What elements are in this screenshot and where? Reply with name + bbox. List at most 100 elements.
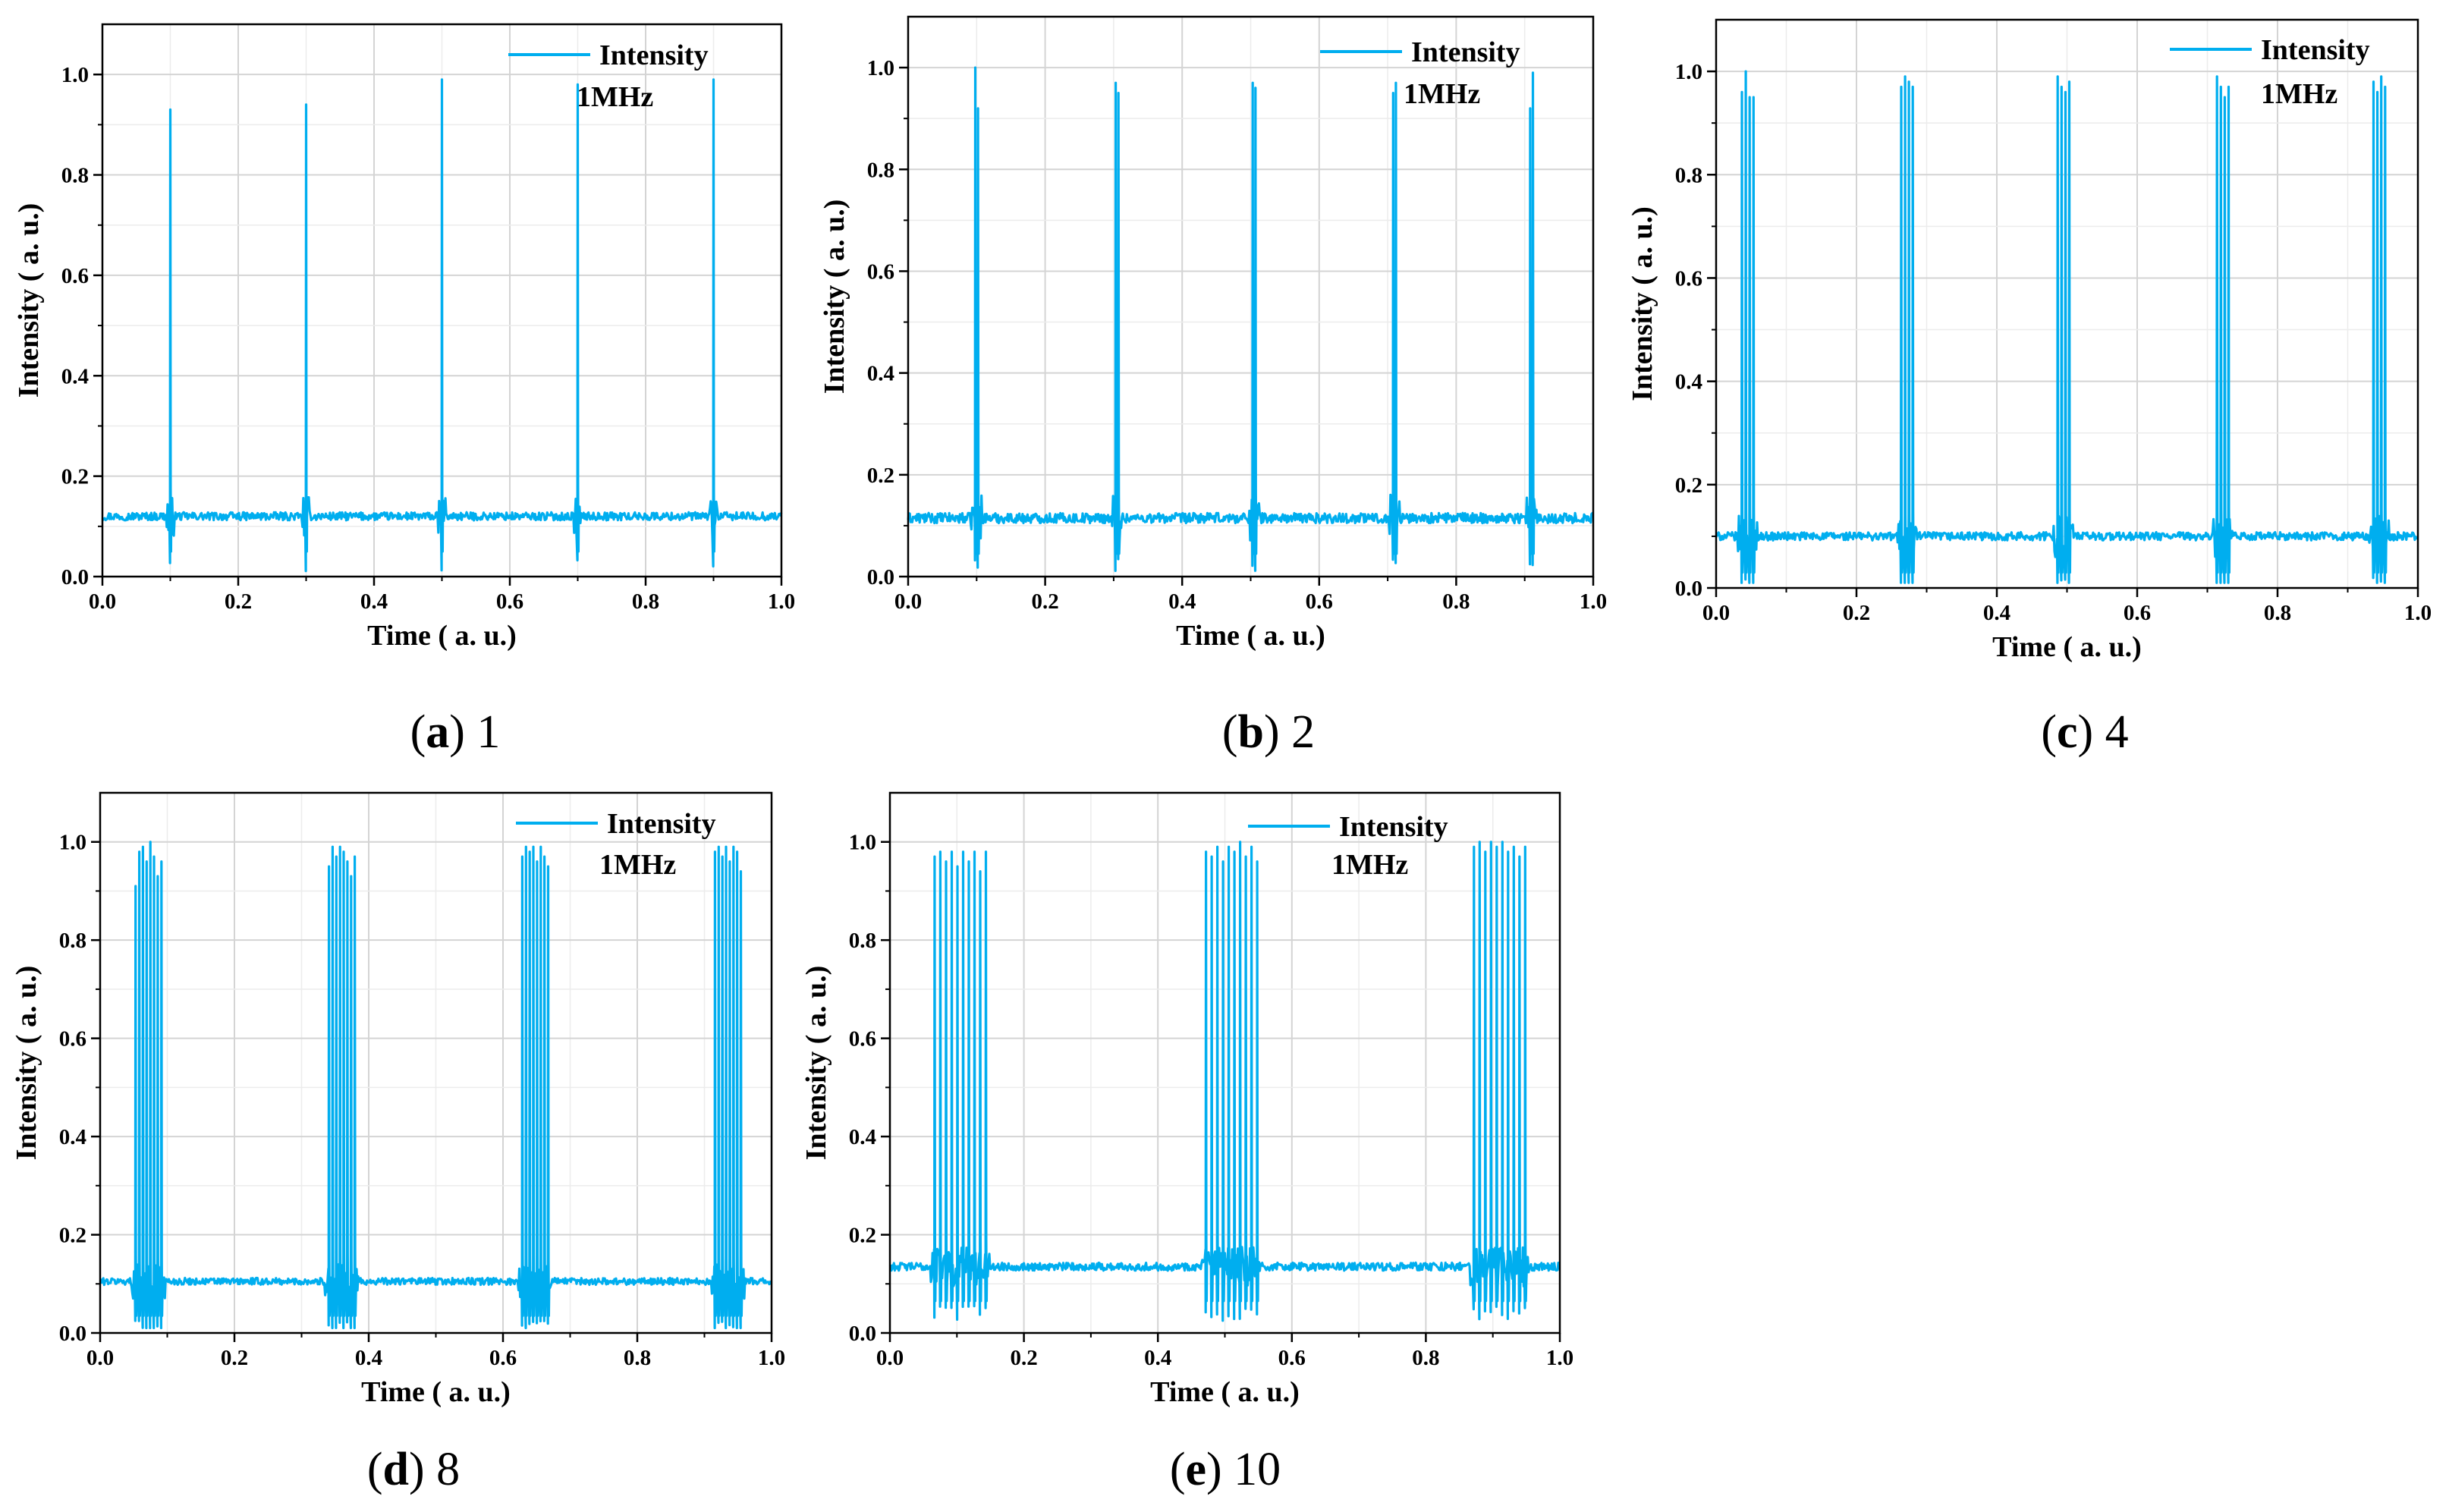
- x-tick-label-c-1: 0.2: [1843, 601, 1870, 625]
- x-tick-label-d-2: 0.4: [355, 1346, 382, 1370]
- y-tick-label-d-2: 0.4: [59, 1125, 86, 1149]
- x-tick-label-c-0: 0.0: [1702, 601, 1730, 625]
- y-tick-label-e-0: 0.0: [849, 1322, 876, 1346]
- x-axis-label-c: Time ( a. u.): [1992, 631, 2142, 663]
- caption-e-value: 10: [1222, 1444, 1281, 1495]
- annotation-e: 1MHz: [1331, 849, 1408, 881]
- legend-label-e: Intensity: [1339, 811, 1448, 843]
- caption-e: (e) 10: [1170, 1444, 1281, 1495]
- y-tick-label-c-1: 0.2: [1675, 473, 1702, 498]
- x-axis-label-a: Time ( a. u.): [367, 620, 517, 652]
- x-tick-label-a-2: 0.4: [360, 589, 388, 614]
- caption-b-letter: b: [1238, 706, 1264, 758]
- x-axis-label-e: Time ( a. u.): [1150, 1376, 1300, 1408]
- caption-a-letter: a: [426, 706, 449, 758]
- y-tick-label-c-4: 0.8: [1675, 163, 1702, 187]
- x-tick-label-d-3: 0.6: [489, 1346, 517, 1370]
- x-tick-label-d-5: 1.0: [758, 1346, 785, 1370]
- x-tick-label-d-1: 0.2: [221, 1346, 248, 1370]
- y-tick-label-d-5: 1.0: [59, 831, 86, 855]
- caption-d-value: 8: [425, 1444, 461, 1495]
- x-tick-label-c-4: 0.8: [2264, 601, 2291, 625]
- y-tick-label-a-4: 0.8: [61, 164, 89, 188]
- x-tick-label-e-1: 0.2: [1010, 1346, 1037, 1370]
- y-tick-label-c-3: 0.6: [1675, 266, 1702, 291]
- x-tick-label-e-2: 0.4: [1144, 1346, 1171, 1370]
- y-tick-label-c-5: 1.0: [1675, 60, 1702, 84]
- y-tick-label-d-0: 0.0: [59, 1322, 86, 1346]
- y-axis-label-b: Intensity ( a. u.): [819, 200, 850, 395]
- y-tick-label-e-3: 0.6: [849, 1027, 876, 1051]
- panel-c: 0.0 0.2 0.4 0.6 0.8 1.0 0.0 0.2 0.4 0.6 0.8 1.0 Time…: [1627, 18, 2432, 663]
- caption-a: (a) 1: [410, 706, 501, 758]
- panel-e: 0.0 0.2 0.4 0.6 0.8 1.0 0.0 0.2 0.4 0.6 0.8 1.0 Time…: [800, 791, 1573, 1408]
- y-tick-label-c-2: 0.4: [1675, 370, 1702, 395]
- x-tick-label-b-4: 0.8: [1442, 589, 1470, 614]
- caption-b: (b) 2: [1222, 706, 1315, 758]
- caption-c-value: 4: [2093, 706, 2129, 758]
- caption-d-letter: d: [383, 1444, 409, 1495]
- legend-label-d: Intensity: [607, 808, 716, 840]
- x-tick-label-a-4: 0.8: [632, 589, 659, 614]
- y-tick-label-b-3: 0.6: [867, 259, 894, 284]
- series-intensity-d: [99, 841, 772, 1330]
- panel-b: 0.0 0.2 0.4 0.6 0.8 1.0 0.0 0.2 0.4 0.6 0.8 1.0 Time…: [819, 15, 1607, 652]
- legend-label-a: Intensity: [599, 39, 709, 71]
- x-tick-label-c-2: 0.4: [1983, 601, 2010, 625]
- x-tick-label-a-1: 0.2: [225, 589, 252, 614]
- y-tick-label-d-3: 0.6: [59, 1027, 86, 1051]
- y-tick-label-a-2: 0.4: [61, 364, 89, 388]
- x-tick-label-e-4: 0.8: [1412, 1346, 1439, 1370]
- y-tick-label-c-0: 0.0: [1675, 577, 1702, 601]
- x-tick-label-b-3: 0.6: [1306, 589, 1333, 614]
- caption-e-letter: e: [1185, 1444, 1206, 1495]
- y-tick-label-a-1: 0.2: [61, 465, 89, 489]
- annotation-a: 1MHz: [577, 81, 653, 113]
- y-tick-label-e-5: 1.0: [849, 831, 876, 855]
- series-intensity-e: [888, 841, 1561, 1322]
- caption-d: (d) 8: [367, 1444, 460, 1495]
- y-tick-label-e-2: 0.4: [849, 1125, 876, 1149]
- y-axis-label-e: Intensity ( a. u.): [800, 966, 832, 1161]
- y-tick-label-b-2: 0.4: [867, 362, 894, 386]
- x-axis-label-b: Time ( a. u.): [1176, 620, 1325, 652]
- x-tick-label-b-2: 0.4: [1168, 589, 1196, 614]
- x-tick-label-c-5: 1.0: [2404, 601, 2432, 625]
- y-tick-label-e-4: 0.8: [849, 929, 876, 953]
- x-tick-label-b-1: 0.2: [1031, 589, 1058, 614]
- y-tick-label-b-5: 1.0: [867, 56, 894, 80]
- x-tick-label-e-3: 0.6: [1278, 1346, 1306, 1370]
- x-tick-label-e-0: 0.0: [876, 1346, 904, 1370]
- legend-label-b: Intensity: [1411, 36, 1520, 68]
- legend-label-c: Intensity: [2261, 34, 2370, 66]
- y-axis-label-c: Intensity ( a. u.): [1627, 206, 1658, 401]
- y-tick-label-b-4: 0.8: [867, 158, 894, 182]
- annotation-c: 1MHz: [2261, 78, 2337, 110]
- x-tick-label-d-0: 0.0: [86, 1346, 114, 1370]
- x-tick-label-a-3: 0.6: [496, 589, 523, 614]
- y-tick-label-a-0: 0.0: [61, 565, 89, 589]
- caption-a-value: 1: [465, 706, 501, 758]
- x-tick-label-d-4: 0.8: [624, 1346, 651, 1370]
- x-axis-label-d: Time ( a. u.): [361, 1376, 511, 1408]
- y-tick-label-d-1: 0.2: [59, 1224, 86, 1248]
- y-tick-label-a-5: 1.0: [61, 63, 89, 87]
- y-tick-label-b-0: 0.0: [867, 565, 894, 589]
- y-tick-label-b-1: 0.2: [867, 464, 894, 488]
- y-tick-label-d-4: 0.8: [59, 929, 86, 953]
- annotation-d: 1MHz: [599, 849, 676, 881]
- x-tick-label-a-0: 0.0: [89, 589, 116, 614]
- caption-c: (c) 4: [2041, 706, 2128, 758]
- panel-d: 0.0 0.2 0.4 0.6 0.8 1.0 0.0 0.2 0.4 0.6 0.8 1.0 Time…: [11, 791, 785, 1408]
- x-tick-label-c-3: 0.6: [2124, 601, 2151, 625]
- x-tick-label-b-5: 1.0: [1580, 589, 1607, 614]
- panel-a: 0.0 0.2 0.4 0.6 0.8 1.0 0.0 0.2 0.4 0.6 0.8 1.0 Time…: [13, 23, 795, 652]
- series-intensity-b: [907, 66, 1595, 572]
- y-axis-label-a: Intensity ( a. u.): [13, 203, 45, 398]
- annotation-b: 1MHz: [1404, 78, 1480, 110]
- y-tick-label-a-3: 0.6: [61, 264, 89, 288]
- x-tick-label-e-5: 1.0: [1546, 1346, 1573, 1370]
- caption-c-letter: c: [2057, 706, 2078, 758]
- y-tick-label-e-1: 0.2: [849, 1224, 876, 1248]
